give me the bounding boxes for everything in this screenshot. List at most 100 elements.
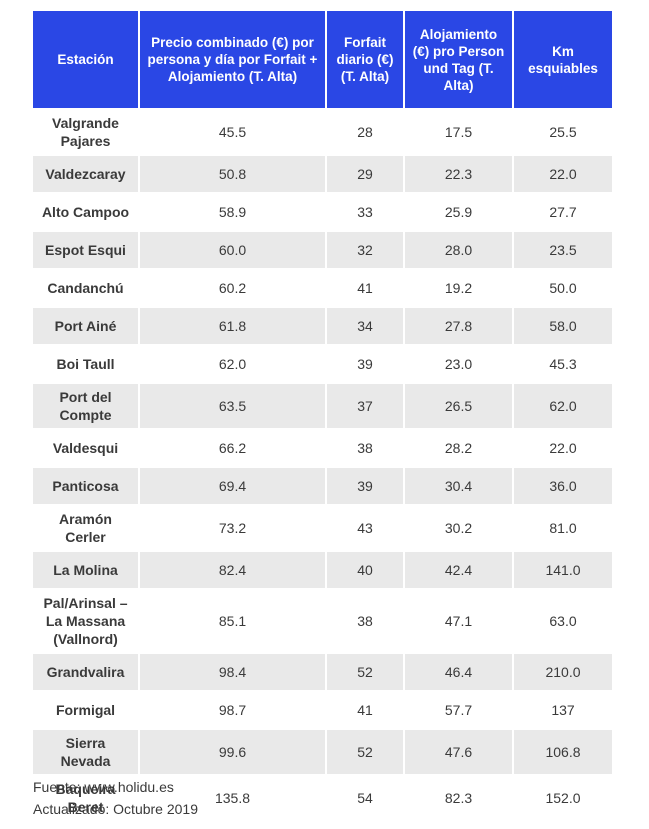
table-row: Candanchú 60.2 41 19.2 50.0	[33, 268, 612, 307]
lodging-cell: 27.8	[403, 306, 513, 345]
km-cell: 45.3	[512, 344, 612, 383]
km-cell: 58.0	[512, 306, 612, 345]
forfait-cell: 52	[325, 728, 404, 775]
lodging-cell: 30.2	[403, 504, 513, 551]
combined-price-cell: 98.7	[138, 690, 326, 729]
km-cell: 141.0	[512, 550, 612, 589]
station-cell: Boi Taull	[33, 344, 139, 383]
km-cell: 62.0	[512, 382, 612, 429]
combined-price-cell: 45.5	[138, 108, 326, 155]
table-row: Formigal 98.7 41 57.7 137	[33, 690, 612, 729]
table-row: Valdesqui 66.2 38 28.2 22.0	[33, 428, 612, 467]
table-row: Panticosa 69.4 39 30.4 36.0	[33, 466, 612, 505]
table-row: Baqueira Beret 135.8 54 82.3 152.0	[33, 774, 612, 820]
column-header-station: Estación	[33, 11, 139, 109]
km-cell: 106.8	[512, 728, 612, 775]
column-header-km: Km esquiables	[512, 11, 612, 109]
station-cell: Sierra Nevada	[33, 728, 139, 775]
km-cell: 22.0	[512, 154, 612, 193]
table-row: Valdezcaray 50.8 29 22.3 22.0	[33, 154, 612, 193]
station-cell: Baqueira Beret	[33, 774, 139, 820]
table-row: Port del Compte 63.5 37 26.5 62.0	[33, 382, 612, 429]
lodging-cell: 42.4	[403, 550, 513, 589]
combined-price-cell: 60.2	[138, 268, 326, 307]
combined-price-cell: 60.0	[138, 230, 326, 269]
combined-price-cell: 50.8	[138, 154, 326, 193]
forfait-cell: 29	[325, 154, 404, 193]
km-cell: 25.5	[512, 108, 612, 155]
table-row: Boi Taull 62.0 39 23.0 45.3	[33, 344, 612, 383]
station-cell: Port Ainé	[33, 306, 139, 345]
column-header-forfait: Forfait diario (€) (T. Alta)	[325, 11, 404, 109]
forfait-cell: 39	[325, 344, 404, 383]
forfait-cell: 41	[325, 268, 404, 307]
combined-price-cell: 66.2	[138, 428, 326, 467]
station-cell: Valdesqui	[33, 428, 139, 467]
forfait-cell: 28	[325, 108, 404, 155]
km-cell: 27.7	[512, 192, 612, 231]
table-row: Pal/Arinsal – La Massana (Vallnord) 85.1…	[33, 588, 612, 653]
updated-note: Actualizado: Octubre 2019	[33, 801, 198, 817]
km-cell: 36.0	[512, 466, 612, 505]
combined-price-cell: 61.8	[138, 306, 326, 345]
table-row: La Molina 82.4 40 42.4 141.0	[33, 550, 612, 589]
lodging-cell: 46.4	[403, 652, 513, 691]
column-header-lodging: Alojamiento (€) pro Person und Tag (T. A…	[403, 11, 513, 109]
forfait-cell: 38	[325, 588, 404, 653]
column-header-combined-price: Precio combinado (€) por persona y día p…	[138, 11, 326, 109]
combined-price-cell: 85.1	[138, 588, 326, 653]
km-cell: 137	[512, 690, 612, 729]
station-cell: Espot Esqui	[33, 230, 139, 269]
forfait-cell: 37	[325, 382, 404, 429]
table-row: Port Ainé 61.8 34 27.8 58.0	[33, 306, 612, 345]
lodging-cell: 28.2	[403, 428, 513, 467]
lodging-cell: 23.0	[403, 344, 513, 383]
lodging-cell: 82.3	[403, 774, 513, 820]
table-row: Valgrande Pajares 45.5 28 17.5 25.5	[33, 108, 612, 155]
station-cell: Alto Campoo	[33, 192, 139, 231]
forfait-cell: 32	[325, 230, 404, 269]
station-cell: Port del Compte	[33, 382, 139, 429]
combined-price-cell: 73.2	[138, 504, 326, 551]
combined-price-cell: 69.4	[138, 466, 326, 505]
lodging-cell: 30.4	[403, 466, 513, 505]
forfait-cell: 38	[325, 428, 404, 467]
km-cell: 63.0	[512, 588, 612, 653]
combined-price-cell: 62.0	[138, 344, 326, 383]
km-cell: 152.0	[512, 774, 612, 820]
forfait-cell: 33	[325, 192, 404, 231]
lodging-cell: 17.5	[403, 108, 513, 155]
header-row: Estación Precio combinado (€) por person…	[33, 11, 612, 109]
forfait-cell: 41	[325, 690, 404, 729]
ski-resort-price-table: Estación Precio combinado (€) por person…	[33, 11, 612, 820]
forfait-cell: 40	[325, 550, 404, 589]
station-cell: Valdezcaray	[33, 154, 139, 193]
table-row: Sierra Nevada 99.6 52 47.6 106.8	[33, 728, 612, 775]
lodging-cell: 19.2	[403, 268, 513, 307]
table-row: Grandvalira 98.4 52 46.4 210.0	[33, 652, 612, 691]
combined-price-cell: 82.4	[138, 550, 326, 589]
station-cell: Candanchú	[33, 268, 139, 307]
price-table-container: Estación Precio combinado (€) por person…	[33, 11, 612, 820]
table-body: Valgrande Pajares 45.5 28 17.5 25.5 Vald…	[33, 108, 612, 820]
combined-price-cell: 99.6	[138, 728, 326, 775]
station-cell: Panticosa	[33, 466, 139, 505]
lodging-cell: 28.0	[403, 230, 513, 269]
station-cell: Pal/Arinsal – La Massana (Vallnord)	[33, 588, 139, 653]
combined-price-cell: 98.4	[138, 652, 326, 691]
km-cell: 81.0	[512, 504, 612, 551]
table-row: Espot Esqui 60.0 32 28.0 23.5	[33, 230, 612, 269]
forfait-cell: 54	[325, 774, 404, 820]
table-footer: Fuente: www.holidu.es Actualizado: Octub…	[33, 776, 198, 820]
forfait-cell: 34	[325, 306, 404, 345]
lodging-cell: 57.7	[403, 690, 513, 729]
station-cell: Grandvalira	[33, 652, 139, 691]
km-cell: 210.0	[512, 652, 612, 691]
lodging-cell: 47.1	[403, 588, 513, 653]
km-cell: 50.0	[512, 268, 612, 307]
table-row: Alto Campoo 58.9 33 25.9 27.7	[33, 192, 612, 231]
station-cell: Valgrande Pajares	[33, 108, 139, 155]
forfait-cell: 52	[325, 652, 404, 691]
station-cell: Formigal	[33, 690, 139, 729]
combined-price-cell: 63.5	[138, 382, 326, 429]
